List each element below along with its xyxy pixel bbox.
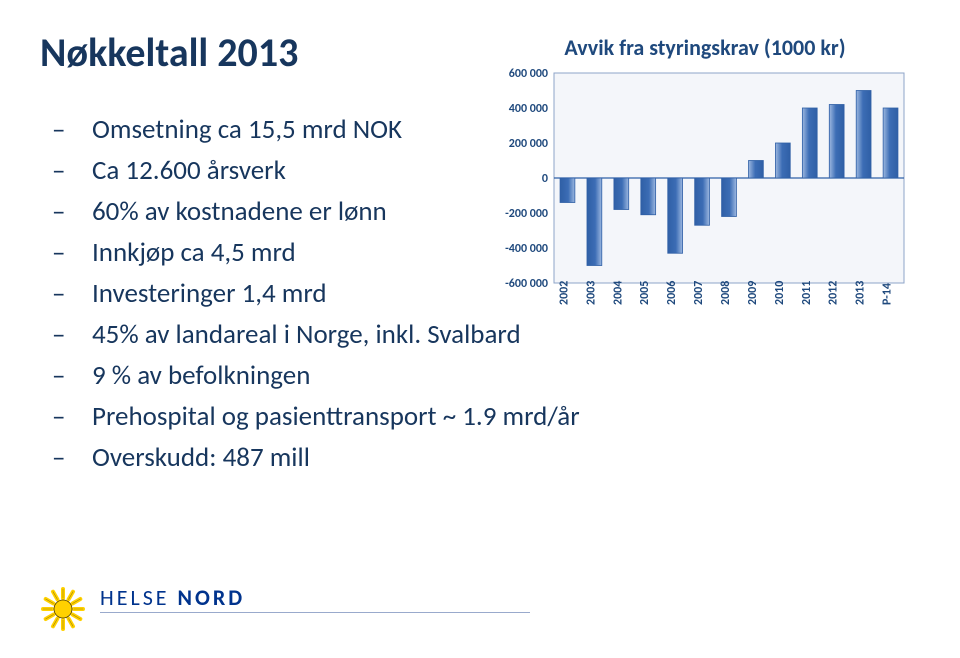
svg-text:2003: 2003 [584, 281, 598, 305]
bullet-dash: – [40, 441, 92, 474]
svg-text:2013: 2013 [854, 281, 868, 305]
bullet-dash: – [40, 195, 92, 228]
svg-text:2012: 2012 [827, 281, 841, 305]
bullet-dash: – [40, 359, 92, 392]
chart-container: Avvik fra styringskrav (1000 kr) 600 000… [490, 34, 920, 325]
svg-text:2004: 2004 [611, 281, 625, 305]
bar-chart: 600 000 400 000 200 000 0 -200 000 -400 000 -6… [490, 65, 910, 325]
svg-text:2002: 2002 [557, 281, 571, 305]
bullet-text: Omsetning ca 15,5 mrd NOK [92, 113, 402, 146]
svg-text:2006: 2006 [665, 281, 679, 305]
svg-text:2009: 2009 [746, 281, 760, 305]
svg-text:2011: 2011 [800, 281, 814, 305]
logo-text: HELSE NORD [100, 586, 530, 609]
svg-text:600 000: 600 000 [509, 67, 548, 81]
svg-text:P-14: P-14 [881, 283, 895, 305]
bullet-text: 9 % av befolkningen [92, 359, 310, 392]
bullet-text: 45% av landareal i Norge, inkl. Svalbard [92, 318, 521, 351]
sun-icon [40, 586, 86, 632]
svg-text:400 000: 400 000 [509, 102, 548, 116]
svg-text:2010: 2010 [773, 281, 787, 305]
bullet-dash: – [40, 400, 92, 433]
svg-text:2008: 2008 [719, 281, 733, 305]
svg-text:-200 000: -200 000 [505, 207, 548, 221]
bullet-item: –Prehospital og pasienttransport ~ 1.9 m… [40, 400, 580, 433]
bullet-item: –9 % av befolkningen [40, 359, 580, 392]
bullet-item: –Overskudd: 487 mill [40, 441, 580, 474]
svg-text:200 000: 200 000 [509, 137, 548, 151]
bullet-text: Innkjøp ca 4,5 mrd [92, 236, 296, 269]
bullet-text: Ca 12.600 årsverk [92, 154, 286, 187]
svg-text:-600 000: -600 000 [505, 277, 548, 291]
brand-logo: HELSE NORD [40, 586, 530, 632]
chart-title: Avvik fra styringskrav (1000 kr) [490, 34, 920, 61]
bullet-dash: – [40, 318, 92, 351]
svg-text:2005: 2005 [638, 281, 652, 305]
bullet-text: Prehospital og pasienttransport ~ 1.9 mr… [92, 400, 580, 433]
bullet-dash: – [40, 236, 92, 269]
svg-text:-400 000: -400 000 [505, 242, 548, 256]
svg-text:0: 0 [542, 172, 548, 186]
bullet-text: Investeringer 1,4 mrd [92, 277, 327, 310]
bullet-text: 60% av kostnadene er lønn [92, 195, 387, 228]
bullet-dash: – [40, 154, 92, 187]
logo-underline [100, 612, 530, 613]
logo-text-part2: NORD [178, 584, 246, 611]
bullet-dash: – [40, 113, 92, 146]
bullet-dash: – [40, 277, 92, 310]
logo-text-part1: HELSE [100, 584, 170, 611]
svg-text:2007: 2007 [692, 281, 706, 305]
bullet-text: Overskudd: 487 mill [92, 441, 310, 474]
